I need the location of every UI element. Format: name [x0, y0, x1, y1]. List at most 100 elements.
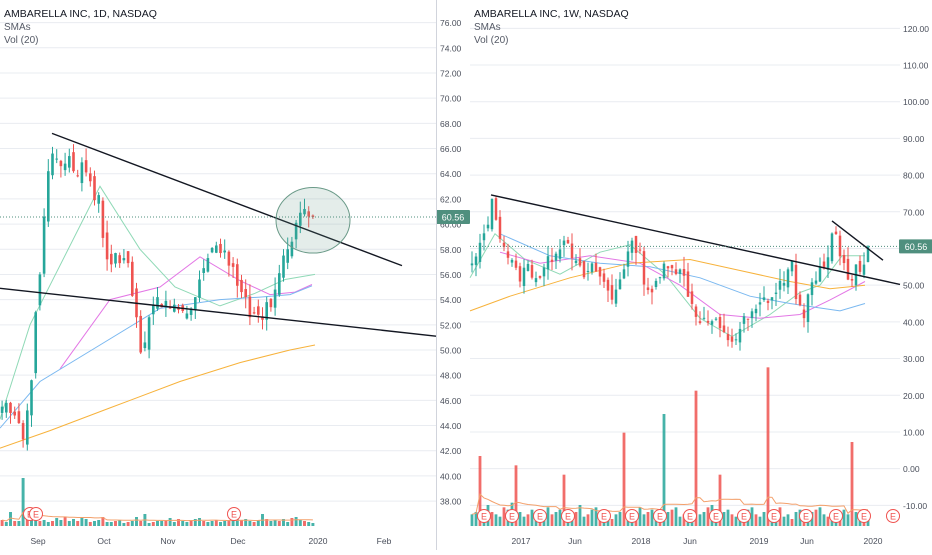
volume-bar	[718, 474, 722, 526]
y-tick-label: 70.00	[903, 207, 925, 217]
volume-bar	[666, 512, 670, 526]
earnings-event-icon[interactable]: E	[227, 507, 241, 521]
candle-body	[256, 306, 260, 315]
volume-bar	[814, 509, 818, 526]
candle-body	[143, 342, 147, 349]
weekly-time-axis[interactable]: 2017 Jun 2018 Jun 2019 Jun 2020	[512, 536, 883, 546]
candle-body	[4, 402, 8, 413]
candle-body	[9, 402, 12, 413]
daily-time-axis[interactable]: Sep Oct Nov Dec 2020 Feb	[30, 536, 391, 546]
weekly-panel[interactable]: E E E E E E E E E E E E E E E 120.00 110.00 100.00 90.00 8…	[469, 24, 932, 546]
candle-body	[514, 260, 518, 268]
volume-bar	[590, 509, 594, 526]
volume-bar	[185, 522, 189, 526]
y-tick-label: 56.00	[440, 270, 462, 280]
candle-body	[678, 269, 682, 274]
y-tick-label: 68.00	[440, 119, 462, 129]
earnings-event-icon[interactable]: E	[477, 509, 491, 523]
candle-body	[269, 298, 273, 308]
volume-bar	[726, 509, 730, 526]
earnings-event-icon[interactable]: E	[709, 509, 723, 523]
y-tick-label: 70.00	[440, 94, 462, 104]
y-tick-label: 48.00	[440, 371, 462, 381]
candle-body	[758, 302, 762, 305]
candle-body	[850, 279, 854, 281]
daily-indicator-volume[interactable]: Vol (20)	[4, 35, 39, 46]
daily-volume-bars	[0, 478, 315, 526]
volume-bar	[514, 465, 518, 526]
earnings-event-icon[interactable]: E	[767, 509, 781, 523]
earnings-event-icon[interactable]: E	[799, 509, 813, 523]
volume-bar	[526, 514, 530, 526]
candle-body	[248, 296, 252, 318]
candle-body	[666, 266, 670, 269]
earnings-event-icon[interactable]: E	[597, 509, 611, 523]
candle-body	[690, 291, 694, 304]
earnings-event-icon[interactable]: E	[533, 509, 547, 523]
candle-body	[866, 246, 870, 262]
y-tick-label: 80.00	[903, 171, 925, 181]
volume-bar	[72, 519, 75, 526]
volume-bar	[554, 512, 558, 526]
weekly-trendlines[interactable]	[490, 194, 901, 286]
volume-bar	[850, 442, 854, 526]
daily-panel[interactable]: EEE 76.0074.0072.0070.0068.0066.0064.006…	[0, 18, 470, 546]
volume-bar	[638, 507, 642, 526]
last-price-value: 60.56	[442, 213, 465, 223]
candle-body	[670, 265, 674, 269]
candle-body	[156, 297, 159, 309]
earnings-event-icon[interactable]: E	[29, 507, 43, 521]
volume-bar	[93, 521, 96, 526]
earnings-event-icon[interactable]: E	[505, 509, 519, 523]
candle-body	[80, 162, 84, 184]
volume-bar	[34, 519, 38, 526]
candle-body	[830, 233, 834, 262]
daily-symbol-title[interactable]: AMBARELLA INC, 1D, NASDAQ	[4, 8, 157, 20]
earnings-event-icon[interactable]: E	[625, 509, 639, 523]
weekly-moving-averages	[469, 233, 866, 338]
earnings-event-icon[interactable]: E	[683, 509, 697, 523]
volume-bar	[470, 514, 474, 526]
volume-bar	[4, 522, 8, 526]
earnings-event-icon[interactable]: E	[886, 509, 900, 523]
volume-bar	[550, 514, 554, 526]
candle-body	[654, 280, 658, 287]
earnings-event-icon[interactable]: E	[857, 509, 871, 523]
weekly-indicator-smas[interactable]: SMAs	[474, 22, 501, 33]
earnings-event-icon[interactable]: E	[737, 509, 751, 523]
candle-body	[114, 253, 117, 264]
y-tick-label: 100.00	[903, 97, 929, 107]
earnings-event-icon[interactable]: E	[653, 509, 667, 523]
candle-body	[474, 256, 478, 265]
volume-bar	[654, 519, 658, 526]
volume-bar	[622, 432, 626, 526]
daily-price-axis[interactable]: 76.00 74.00 72.00 70.00 68.00 66.00 64.00 62.00…	[0, 18, 470, 507]
candle-body	[702, 317, 706, 319]
volume-bar	[822, 514, 826, 526]
daily-candlesticks	[0, 144, 315, 451]
daily-indicator-smas[interactable]: SMAs	[4, 22, 31, 33]
candle-body	[698, 321, 702, 324]
volume-bar	[248, 521, 252, 526]
candle-body	[726, 334, 730, 341]
candle-body	[606, 279, 610, 291]
candle-body	[210, 248, 214, 253]
volume-bar	[303, 521, 306, 526]
daily-earnings-events[interactable]: EEE	[23, 507, 241, 521]
weekly-symbol-title[interactable]: AMBARELLA INC, 1W, NASDAQ	[474, 8, 629, 20]
daily-trendlines[interactable]	[0, 132, 437, 337]
earnings-letter: E	[629, 511, 635, 521]
candle-body	[122, 258, 126, 261]
earnings-event-icon[interactable]: E	[829, 509, 843, 523]
weekly-price-axis[interactable]: 120.00110.00100.0090.0080.0070.0060.0050…	[470, 24, 932, 511]
earnings-circle	[477, 509, 491, 523]
y-tick-label: 76.00	[440, 18, 462, 28]
candle-body	[810, 282, 814, 296]
weekly-indicator-volume[interactable]: Vol (20)	[474, 35, 509, 46]
candle-body	[227, 251, 231, 266]
earnings-event-icon[interactable]: E	[561, 509, 575, 523]
volume-bar	[114, 521, 117, 526]
candle-body	[244, 289, 248, 298]
volume-bar	[754, 514, 758, 526]
